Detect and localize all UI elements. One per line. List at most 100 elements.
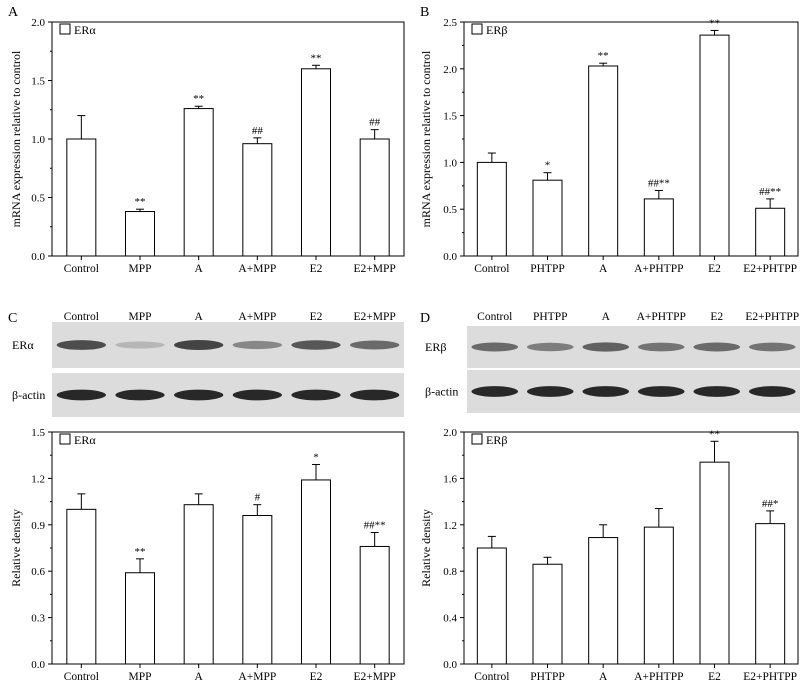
legend-swatch: [471, 433, 483, 445]
significance-label: **: [193, 93, 204, 105]
blot-band: [174, 340, 224, 350]
x-tick-label: E2: [708, 263, 721, 275]
bar: [699, 461, 730, 665]
significance-label: *: [545, 160, 551, 172]
legend-label: ERα: [74, 23, 96, 37]
blot-band: [56, 340, 106, 350]
significance-label: *: [313, 451, 319, 463]
chart-b: 0.0 0.5 1.0 1.5 2.0 2.5 mRNA expression relati…: [419, 17, 799, 275]
x-tick-label: E2: [310, 263, 323, 275]
significance-label: ##: [369, 117, 381, 129]
bar: [66, 138, 97, 257]
y-tick-label: 2.5: [443, 17, 457, 29]
legend-swatch: [471, 23, 483, 35]
bar: [699, 34, 730, 257]
western-blot-d: Control PHTPP A A+PHTPP E2 E2+PHTPP ERβ β-actin: [425, 311, 800, 413]
y-tick-label: 1.2: [31, 473, 45, 485]
x-tick-label: Control: [64, 263, 99, 275]
y-tick-label: 1.0: [31, 134, 45, 146]
blot-band: [291, 389, 341, 401]
x-tick-label: A+MPP: [238, 263, 276, 275]
y-tick-label: 2.0: [31, 17, 45, 29]
y-tick-label: 1.0: [443, 157, 457, 169]
blot-band: [350, 340, 400, 350]
y-tick-label: 1.5: [31, 76, 45, 88]
blot-band: [748, 386, 796, 397]
bar: [125, 572, 155, 665]
blot-band: [582, 386, 630, 397]
blot-row-label: β-actin: [12, 388, 45, 402]
x-tick-label: Control: [64, 671, 99, 683]
bar: [359, 545, 390, 665]
bar: [643, 198, 674, 257]
bar: [588, 65, 619, 257]
lane-label: A+PHTPP: [637, 311, 686, 323]
y-tick-label: 1.5: [443, 111, 457, 123]
x-tick-label: E2+PHTPP: [743, 263, 797, 275]
bar: [66, 508, 97, 665]
lane-label: E2+MPP: [354, 311, 396, 323]
lane-label: A: [195, 311, 204, 323]
lane-label: MPP: [128, 311, 151, 323]
blot-band: [115, 389, 165, 401]
y-tick-label: 0.0: [443, 251, 457, 263]
chart-c: 0.0 0.3 0.6 0.9 1.2 1.5 Relative density ERα Con…: [9, 427, 405, 683]
y-axis-label: mRNA expression relative to control: [419, 50, 433, 227]
y-tick-label: 0.0: [443, 659, 457, 671]
x-tick-label: MPP: [128, 671, 151, 683]
y-tick-label: 0.9: [31, 520, 45, 532]
lane-label: A: [602, 311, 611, 323]
significance-label: ##: [252, 125, 264, 137]
x-tick-label: MPP: [128, 263, 151, 275]
x-tick-label: PHTPP: [530, 671, 565, 683]
x-tick-label: E2+MPP: [354, 671, 396, 683]
y-tick-label: 0.6: [31, 566, 45, 578]
blot-band: [56, 389, 106, 401]
x-tick-label: Control: [474, 263, 509, 275]
significance-label: **: [709, 428, 720, 440]
x-tick-label: E2+MPP: [354, 263, 396, 275]
y-tick-label: 2.0: [443, 64, 457, 76]
lane-label: E2: [310, 311, 323, 323]
significance-label: #: [255, 492, 261, 504]
blot-band: [637, 386, 685, 397]
significance-label: **: [311, 52, 322, 64]
blot-strip: [467, 370, 800, 413]
blot-band: [350, 389, 400, 401]
lane-label: PHTPP: [533, 311, 568, 323]
legend-label: ERβ: [486, 23, 507, 37]
y-tick-label: 0.0: [31, 251, 45, 263]
y-axis-label: Relative density: [419, 509, 433, 587]
significance-label: ##*: [762, 498, 779, 510]
y-tick-label: 0.8: [443, 566, 457, 578]
western-blot-c: Control MPP A A+MPP E2 E2+MPP ERα β-actin: [12, 311, 404, 417]
blot-band: [526, 386, 574, 397]
legend-swatch: [59, 23, 71, 35]
plot-frame: [463, 21, 799, 257]
significance-label: **: [709, 17, 720, 29]
bar: [242, 143, 273, 257]
blot-band: [115, 341, 165, 349]
y-tick-label: 2.0: [443, 427, 457, 439]
lane-label: E2: [710, 311, 723, 323]
x-tick-label: A+PHTPP: [634, 263, 683, 275]
bar: [755, 523, 786, 665]
significance-label: **: [135, 196, 146, 208]
y-tick-label: 1.5: [31, 427, 45, 439]
y-tick-label: 0.0: [31, 659, 45, 671]
blot-band: [291, 340, 341, 350]
blot-band: [174, 389, 224, 401]
bar: [125, 211, 155, 257]
blot-row-label: ERβ: [425, 340, 446, 354]
x-tick-label: Control: [474, 671, 509, 683]
y-tick-label: 0.4: [443, 613, 457, 625]
blot-row-label: ERα: [12, 338, 34, 352]
x-tick-label: A+MPP: [238, 671, 276, 683]
y-tick-label: 0.5: [31, 193, 45, 205]
y-tick-label: 0.5: [443, 204, 457, 216]
panel-letter-c: C: [8, 311, 17, 326]
lane-label: Control: [477, 311, 512, 323]
panel-letter-d: D: [420, 311, 430, 326]
blot-band: [637, 342, 685, 352]
